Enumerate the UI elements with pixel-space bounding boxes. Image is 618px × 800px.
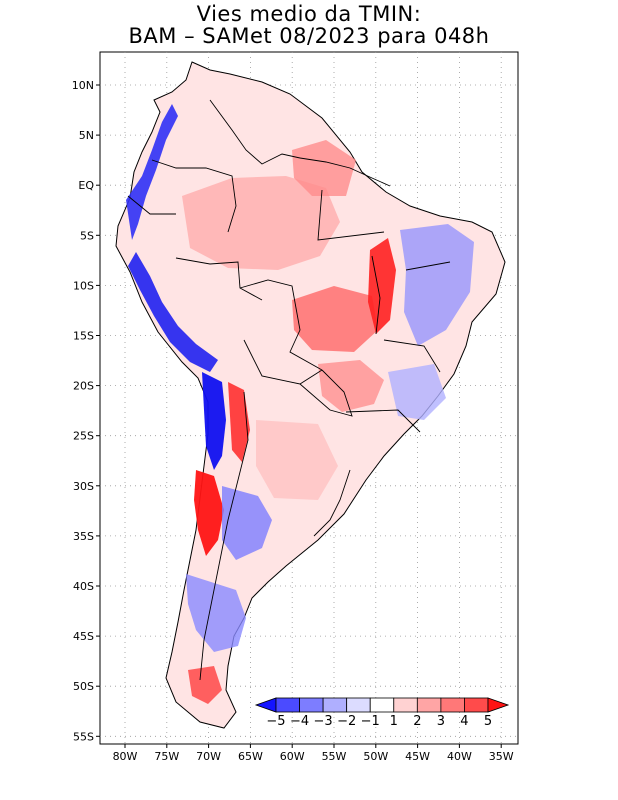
lat-tick-label: 5N <box>79 129 94 142</box>
colorbar-box <box>464 697 489 713</box>
colorbar-label: 2 <box>413 714 421 729</box>
lon-tick-label: 80W <box>113 750 138 763</box>
bias-patch-chile-central-positive <box>194 470 224 556</box>
lon-tick-label: 60W <box>280 750 305 763</box>
border-argentina-uruguay <box>313 469 351 537</box>
border-brazil-states <box>317 189 451 433</box>
border-chile-argentina <box>199 391 249 681</box>
colorbar-label: −1 <box>361 714 380 729</box>
border-ecuador-peru <box>127 195 176 215</box>
border-brazil-bolivia <box>239 279 323 371</box>
lat-tick-label: 30S <box>73 480 94 493</box>
border-paraguay <box>299 369 353 417</box>
bias-patch-peru-coast-negative <box>128 252 218 372</box>
colorbar-label: 1 <box>390 714 398 729</box>
colorbar-box <box>393 697 418 713</box>
lat-tick-label: 40S <box>73 580 94 593</box>
border-brazil-guianas <box>299 157 391 187</box>
border-colombia-brazil-peru <box>151 159 237 233</box>
bias-patch-atacama-negative <box>202 372 226 470</box>
colorbar-box <box>275 697 300 713</box>
colorbar-arrow-max <box>487 697 510 713</box>
bias-patch-argentina-west-negative <box>222 486 272 560</box>
bias-patch-mato-grosso-sul-positive <box>318 360 384 412</box>
bias-patch-guiana-positive <box>292 140 356 196</box>
lon-tick-label: 35W <box>489 750 514 763</box>
bias-field <box>126 104 474 704</box>
colorbar-label: −2 <box>337 714 356 729</box>
bias-patch-amazon-positive <box>182 176 340 270</box>
lat-tick-label: 25S <box>73 430 94 443</box>
lat-tick-label: 45S <box>73 630 94 643</box>
colorbar-label: 3 <box>437 714 445 729</box>
lat-tick-label: 35S <box>73 530 94 543</box>
border-bolivia-chile-argentina <box>243 339 323 385</box>
colorbar-box <box>346 697 371 713</box>
colorbar-box <box>299 697 324 713</box>
lat-tick-label: 5S <box>80 229 94 242</box>
lon-tick-label: 45W <box>405 750 430 763</box>
colorbar-label: −4 <box>290 714 309 729</box>
lon-tick-label: 50W <box>363 750 388 763</box>
bias-patch-tocantins-strong-positive <box>368 238 396 334</box>
colorbar-box <box>416 697 442 713</box>
colorbar-label: −3 <box>314 714 333 729</box>
colorbar-box <box>322 697 348 713</box>
lat-tick-label: 10S <box>73 279 94 292</box>
lat-tick-label: 55S <box>73 730 94 743</box>
country-borders <box>127 99 451 681</box>
lat-tick-label: 15S <box>73 330 94 343</box>
axis-ticks: 80W 75W 70W 65W 60W 55W 50W 45W 40W 35W 10N 5N EQ 5S 1… <box>72 79 514 763</box>
map-title-line1: Vies medio da TMIN: <box>196 2 422 26</box>
colorbar-label: 5 <box>484 714 492 729</box>
bias-patch-central-brazil-positive <box>292 286 378 352</box>
colorbar-label: 4 <box>460 714 468 729</box>
bias-patch-northeast-negative <box>400 224 474 346</box>
border-peru-brazil <box>175 257 263 301</box>
bias-patch-southeast-negative <box>388 364 446 420</box>
border-colombia-venezuela <box>209 99 301 165</box>
lon-tick-label: 75W <box>154 750 179 763</box>
lat-tick-label: 20S <box>73 380 94 393</box>
bias-patch-andes-north-negative <box>126 104 178 240</box>
lon-tick-label: 55W <box>322 750 347 763</box>
colorbar-label: −5 <box>266 714 285 729</box>
lon-tick-label: 65W <box>238 750 263 763</box>
lon-tick-label: 70W <box>196 750 221 763</box>
lat-tick-label: 10N <box>72 79 94 92</box>
bias-patch-pampa-positive <box>256 420 338 500</box>
bias-patch-patagonia-negative <box>186 574 246 652</box>
map-title-line2: BAM – SAMet 08/2023 para 048h <box>128 24 490 48</box>
lat-tick-label: EQ <box>78 179 94 192</box>
bias-patch-south-patagonia-positive <box>188 666 222 704</box>
colorbar-box <box>440 697 465 713</box>
colorbar: −5 −4 −3 −2 −1 1 2 3 4 5 <box>254 697 510 729</box>
colorbar-box <box>369 697 395 713</box>
lon-tick-label: 40W <box>447 750 472 763</box>
lat-tick-label: 50S <box>73 680 94 693</box>
